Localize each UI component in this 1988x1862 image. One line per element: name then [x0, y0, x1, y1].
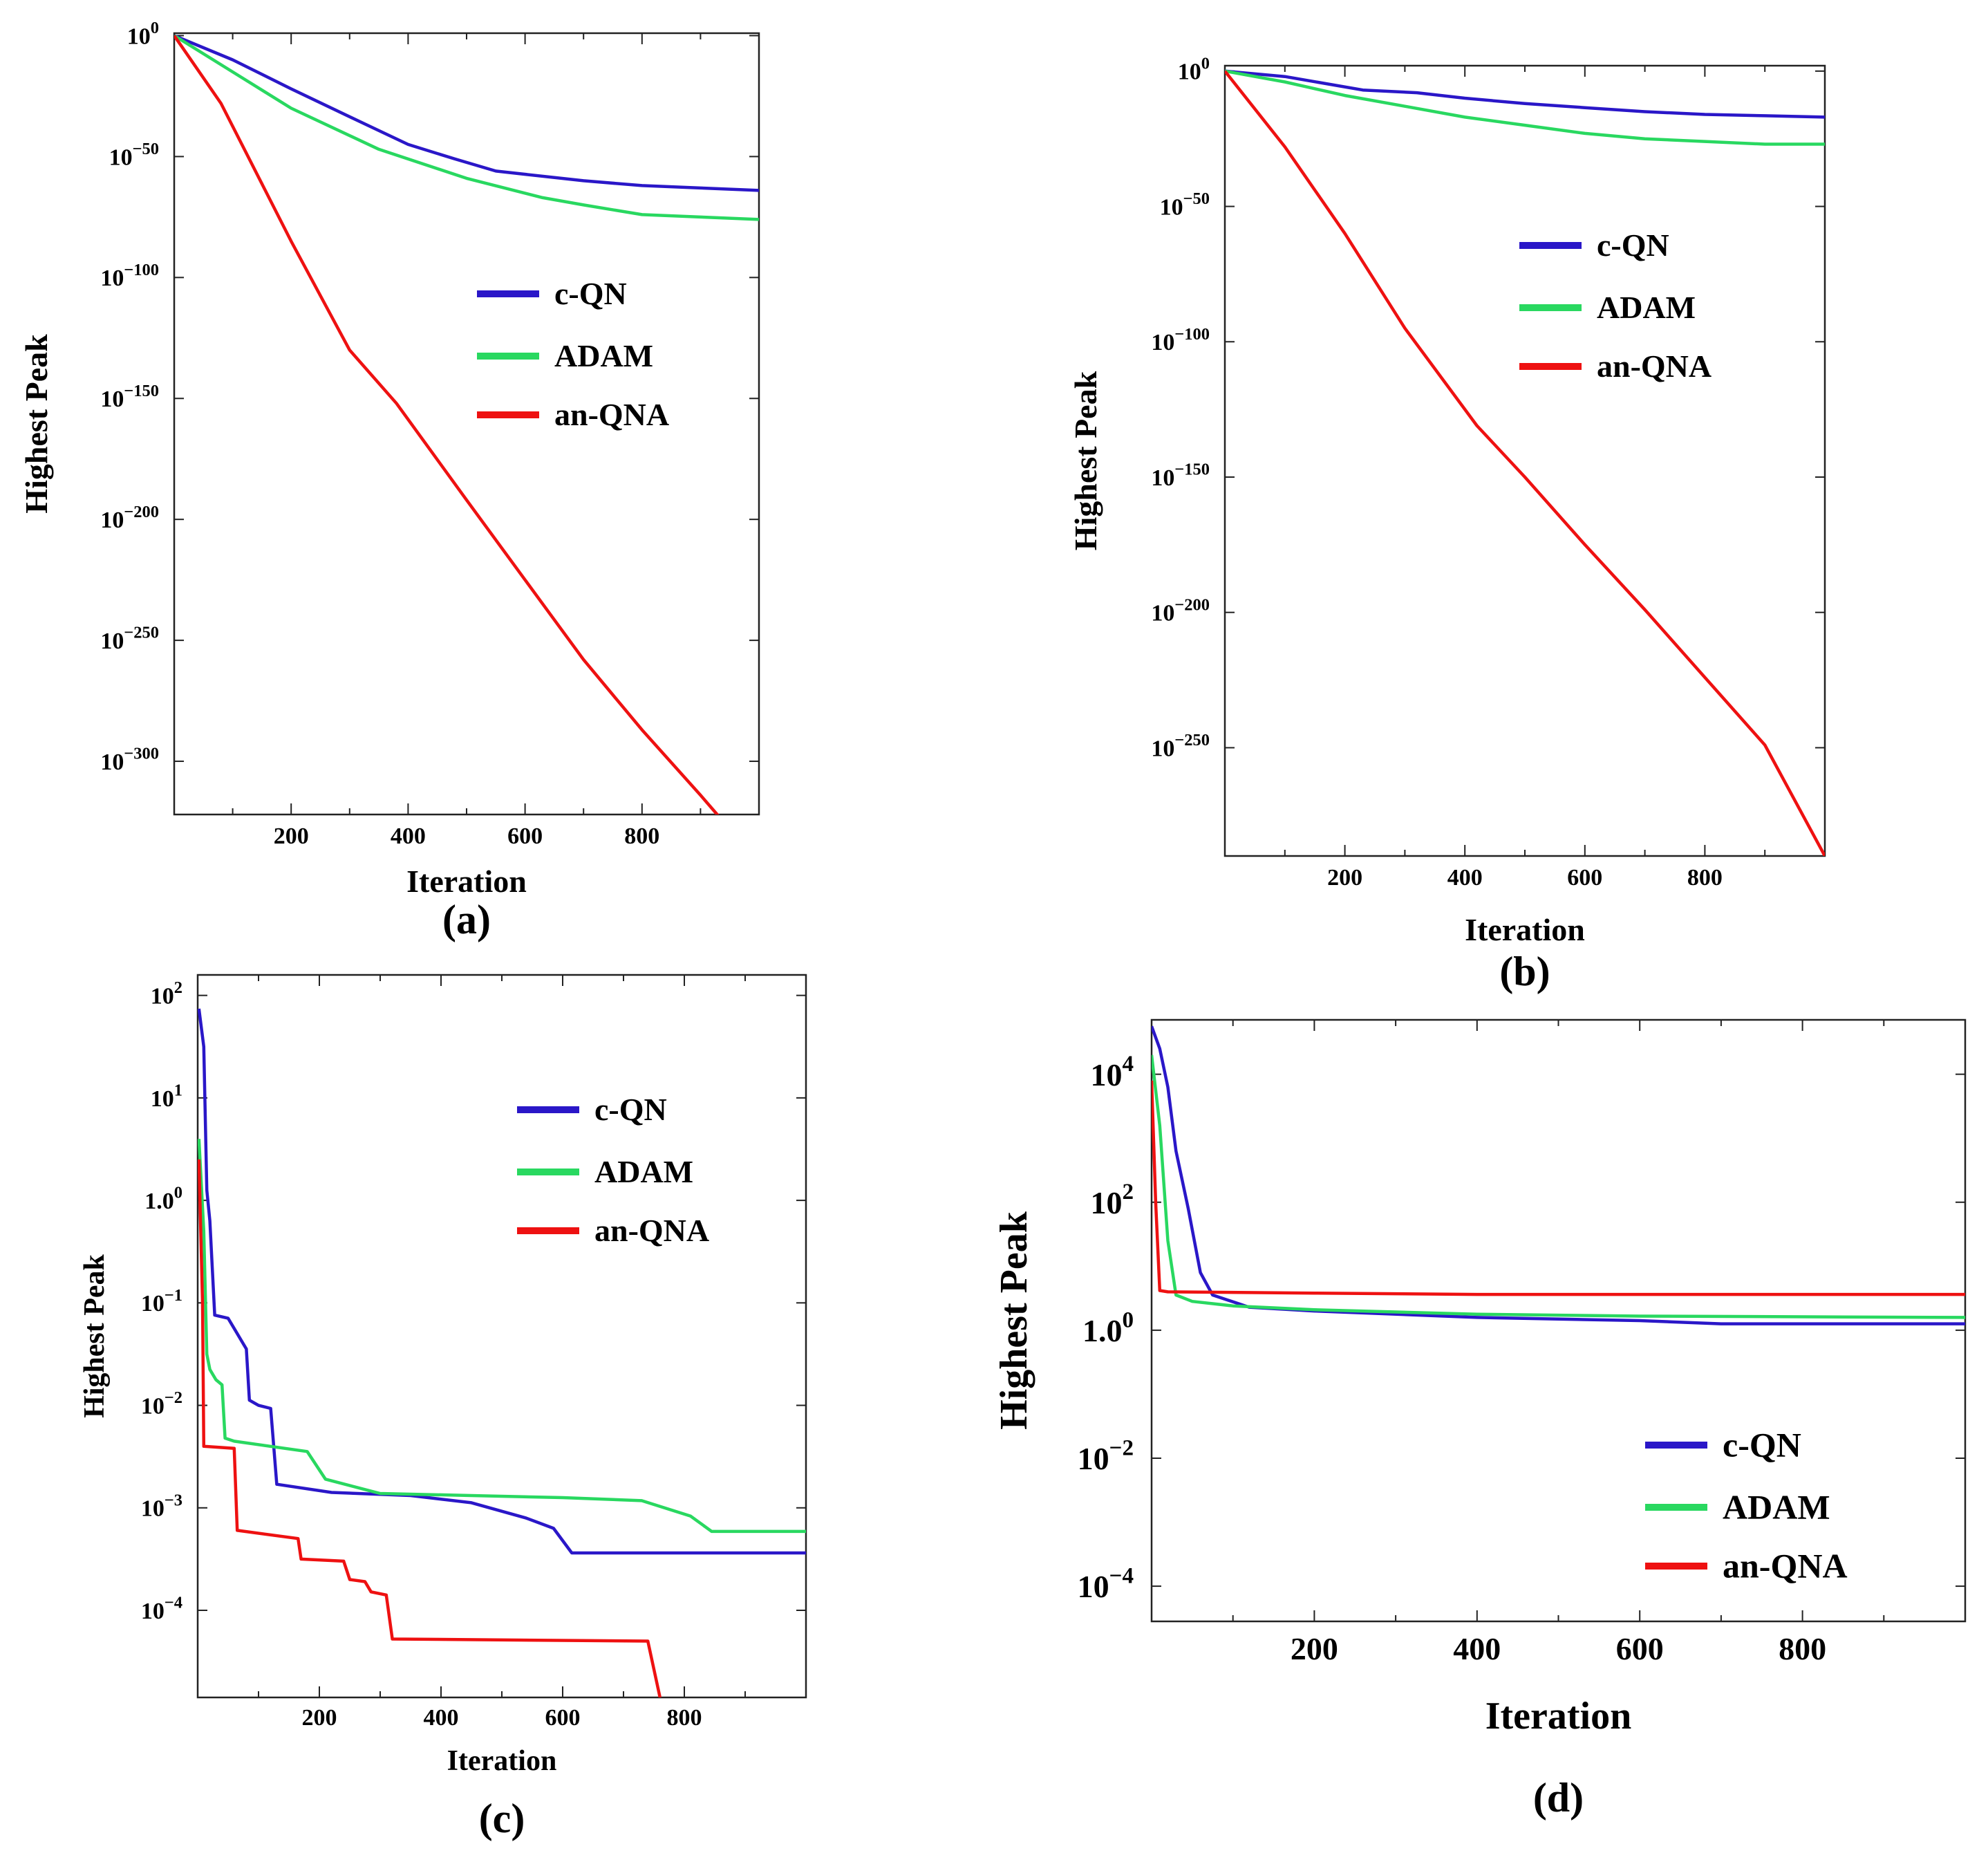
y-tick-label: 101: [151, 1081, 182, 1111]
series-line-c-qn: [1152, 1025, 1965, 1325]
y-tick-label: 10−100: [100, 261, 159, 291]
x-tick-label: 400: [391, 823, 426, 849]
panel-d: 200 400 600 800 104 102 1.00 10−2 10−4 Iteration H…: [993, 1018, 1967, 1821]
legend-label: an-QNA: [554, 397, 669, 432]
y-tick-label: 1.00: [144, 1184, 182, 1214]
x-tick-label: 400: [1447, 865, 1483, 891]
y-tick-label: 100: [127, 19, 159, 49]
legend-label: c-QN: [1597, 227, 1669, 263]
x-axis-label: Iteration: [406, 864, 527, 899]
y-axis-label: Highest Peak: [1068, 371, 1103, 550]
y-tick-label: 10−3: [141, 1491, 182, 1521]
y-axis-label: Highest Peak: [993, 1211, 1035, 1430]
series-line-adam: [1152, 1054, 1965, 1319]
y-tick-label: 10−150: [1151, 460, 1210, 491]
panel-caption: (a): [442, 897, 491, 942]
x-tick-label: 200: [1327, 865, 1362, 891]
panel-caption: (c): [479, 1796, 525, 1841]
x-tick-label: 800: [1779, 1631, 1826, 1666]
series-line-adam: [174, 34, 759, 221]
plot-frame: [173, 32, 760, 816]
series-line-an-qna: [1225, 70, 1825, 856]
series-line-an-qna: [198, 1159, 662, 1697]
legend-label: ADAM: [594, 1154, 693, 1189]
plot-frame: [196, 974, 807, 1699]
legend-label: an-QNA: [594, 1213, 709, 1248]
series-line-adam: [1225, 69, 1825, 146]
x-tick-label: 400: [424, 1705, 459, 1731]
series-line-an-qna: [174, 35, 720, 814]
legend-label: ADAM: [554, 338, 653, 373]
y-tick-label: 10−250: [100, 624, 159, 654]
x-tick-label: 200: [274, 823, 309, 849]
y-tick-label: 10−200: [100, 503, 159, 533]
panel-caption: (b): [1499, 949, 1550, 994]
y-tick-label: 10−300: [100, 745, 159, 775]
y-axis-label: Highest Peak: [19, 334, 54, 514]
series-line-an-qna: [1152, 1080, 1965, 1296]
series-line-c-qn: [174, 34, 759, 192]
x-tick-label: 600: [507, 823, 543, 849]
x-tick-label: 600: [1567, 865, 1602, 891]
legend-label: ADAM: [1723, 1488, 1830, 1527]
y-tick-label: 1.00: [1082, 1307, 1134, 1348]
y-tick-label: 10−50: [109, 140, 159, 170]
legend-label: c-QN: [554, 276, 627, 311]
plot-frame: [1223, 64, 1826, 857]
legend-label: c-QN: [594, 1092, 667, 1127]
y-tick-label: 10−2: [141, 1388, 182, 1419]
y-tick-label: 10−50: [1160, 189, 1210, 220]
y-axis-label: Highest Peak: [79, 1254, 111, 1417]
panel-b: 200 400 600 800 100 10−50 10−100 10−150 10−200 10…: [1068, 54, 1826, 994]
y-tick-label: 10−1: [141, 1286, 182, 1316]
x-axis-label: Iteration: [1485, 1695, 1632, 1738]
y-tick-label: 100: [1178, 54, 1210, 84]
panel-a: 200 400 600 800 100 10−50 10−100 10−150 10−200 10…: [19, 19, 760, 942]
legend-label: an-QNA: [1723, 1547, 1848, 1585]
series-line-adam: [198, 1139, 806, 1534]
y-tick-label: 10−250: [1151, 731, 1210, 761]
x-tick-label: 800: [624, 823, 659, 849]
x-tick-label: 600: [1616, 1631, 1664, 1666]
y-tick-label: 102: [151, 978, 182, 1009]
x-tick-label: 400: [1453, 1631, 1501, 1666]
y-tick-label: 10−4: [141, 1594, 182, 1624]
x-axis-label: Iteration: [447, 1745, 557, 1777]
x-tick-label: 200: [302, 1705, 337, 1731]
series-line-c-qn: [198, 1008, 806, 1555]
y-tick-label: 10−4: [1078, 1563, 1134, 1604]
x-tick-label: 600: [545, 1705, 581, 1731]
legend-label: c-QN: [1723, 1426, 1801, 1464]
y-tick-label: 10−150: [100, 382, 159, 412]
y-tick-label: 10−2: [1078, 1435, 1134, 1476]
x-tick-label: 800: [667, 1705, 702, 1731]
panel-c: 200 400 600 800 102 101 1.00 10−1 10−2 10−3 10−4 It…: [79, 974, 807, 1841]
legend-label: ADAM: [1597, 290, 1696, 325]
y-tick-label: 102: [1090, 1179, 1134, 1220]
x-tick-label: 800: [1687, 865, 1723, 891]
y-tick-label: 10−100: [1151, 325, 1210, 355]
series-line-c-qn: [1225, 69, 1825, 119]
x-tick-label: 200: [1291, 1631, 1338, 1666]
panel-caption: (d): [1533, 1775, 1584, 1821]
plot-frame: [1150, 1018, 1967, 1623]
y-tick-label: 104: [1090, 1051, 1134, 1092]
x-axis-label: Iteration: [1465, 912, 1585, 947]
y-tick-label: 10−200: [1151, 595, 1210, 626]
legend-label: an-QNA: [1597, 348, 1712, 384]
